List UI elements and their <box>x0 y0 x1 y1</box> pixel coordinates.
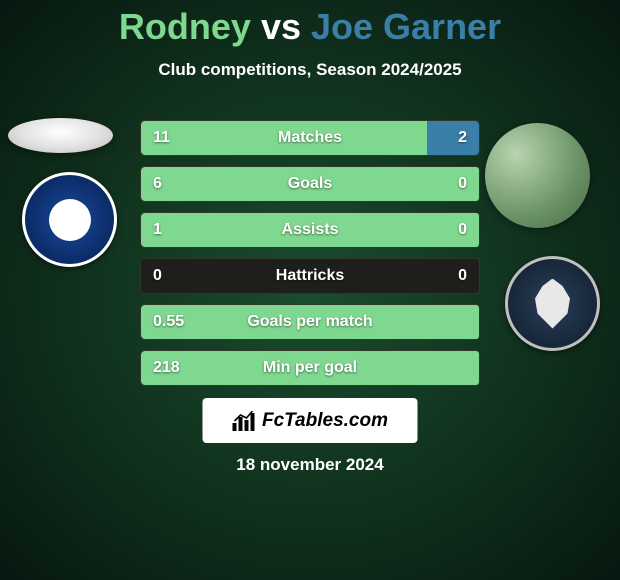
stat-label: Hattricks <box>276 267 344 285</box>
stat-row-goals: 6 Goals 0 <box>140 166 480 202</box>
infographic-date: 18 november 2024 <box>0 455 620 475</box>
player2-club-badge <box>505 256 600 351</box>
stat-right-value: 0 <box>458 267 467 285</box>
player1-name: Rodney <box>119 6 251 47</box>
stat-label: Assists <box>282 221 339 239</box>
stat-row-goals-per-match: 0.55 Goals per match <box>140 304 480 340</box>
comparison-title: Rodney vs Joe Garner <box>0 0 620 48</box>
player2-photo <box>485 123 590 228</box>
stat-right-value: 2 <box>458 129 467 147</box>
owl-icon <box>528 279 578 329</box>
player2-name: Joe Garner <box>311 6 501 47</box>
player1-club-badge <box>22 172 117 267</box>
stat-right-value: 0 <box>458 175 467 193</box>
stat-left-value: 0 <box>153 267 162 285</box>
chart-icon <box>232 411 256 431</box>
stat-row-min-per-goal: 218 Min per goal <box>140 350 480 386</box>
stat-row-hattricks: 0 Hattricks 0 <box>140 258 480 294</box>
bar-right <box>427 121 479 155</box>
stat-left-value: 1 <box>153 221 162 239</box>
stat-label: Goals <box>288 175 332 193</box>
stat-row-assists: 1 Assists 0 <box>140 212 480 248</box>
stat-left-value: 6 <box>153 175 162 193</box>
vs-text: vs <box>261 6 301 47</box>
player1-photo <box>8 118 113 153</box>
stat-left-value: 218 <box>153 359 180 377</box>
stat-label: Goals per match <box>247 313 372 331</box>
branding-text: FcTables.com <box>262 410 388 432</box>
fctables-branding: FcTables.com <box>203 398 418 443</box>
stat-row-matches: 11 Matches 2 <box>140 120 480 156</box>
stat-label: Matches <box>278 129 342 147</box>
stat-left-value: 0.55 <box>153 313 184 331</box>
stat-right-value: 0 <box>458 221 467 239</box>
stat-label: Min per goal <box>263 359 357 377</box>
stats-panel: 11 Matches 2 6 Goals 0 1 Assists 0 0 Hat… <box>140 120 480 396</box>
stat-left-value: 11 <box>153 129 170 147</box>
subtitle: Club competitions, Season 2024/2025 <box>0 60 620 80</box>
